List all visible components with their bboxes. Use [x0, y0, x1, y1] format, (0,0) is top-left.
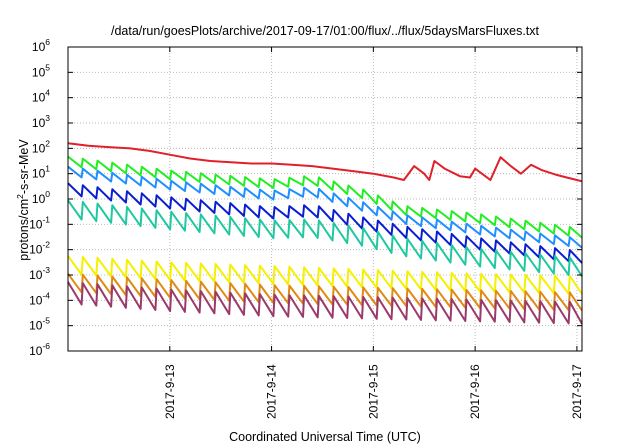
- x-axis-label: Coordinated Universal Time (UTC): [229, 430, 421, 444]
- y-tick-label: 10-2: [29, 240, 50, 257]
- x-tick-label: 2017-9-16: [468, 364, 482, 419]
- series-line-1: [67, 155, 583, 239]
- x-tick-label: 2017-9-17: [570, 364, 584, 419]
- x-tick-label: 2017-9-14: [265, 364, 279, 419]
- y-tick-label: 103: [32, 113, 50, 130]
- y-tick-label: 100: [32, 189, 50, 206]
- x-tick-label: 2017-9-15: [366, 364, 380, 419]
- series-line-3: [67, 182, 583, 264]
- y-tick-label: 10-1: [29, 214, 50, 231]
- y-tick-label: 10-3: [29, 265, 50, 282]
- y-tick-label: 106: [32, 37, 50, 54]
- series-line-5: [67, 255, 583, 295]
- y-tick-label: 102: [32, 138, 50, 155]
- y-tick-label: 10-5: [29, 316, 50, 333]
- y-axis-ticks: 10-6 10-5 10-4 10-3 10-2 10-1 100 101 102 103 104 1…: [29, 37, 582, 358]
- x-axis-ticks: 2017-9-13 2017-9-14 2017-9-15 2017-9-16 2017…: [163, 47, 584, 419]
- chart-title: /data/run/goesPlots/archive/2017-09-17/0…: [111, 24, 540, 38]
- series-line-4: [67, 199, 583, 277]
- x-tick-label: 2017-9-13: [163, 364, 177, 419]
- y-tick-label: 104: [32, 88, 50, 105]
- series-line-7: [67, 281, 583, 325]
- series-line-0: [67, 142, 583, 183]
- series-layer: [67, 142, 583, 325]
- y-axis-label: protons/cm2-s-sr-MeV: [15, 139, 31, 261]
- y-tick-label: 105: [32, 62, 50, 79]
- y-tick-label: 10-6: [29, 341, 50, 358]
- y-tick-label: 101: [32, 164, 50, 181]
- series-line-2: [67, 165, 583, 249]
- y-tick-label: 10-4: [29, 290, 50, 307]
